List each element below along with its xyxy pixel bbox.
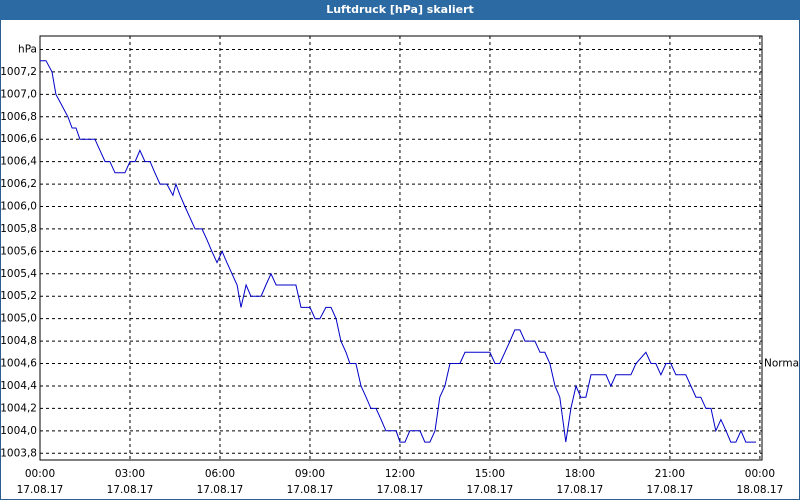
plot-area <box>40 36 762 460</box>
y-tick-label: 1005,4 <box>0 268 37 280</box>
x-tick-label-line: 17.08.17 <box>377 484 424 496</box>
y-tick-label: 1005,2 <box>0 290 37 302</box>
reference-label: Normal <box>764 358 800 370</box>
y-tick-label: 1007,2 <box>0 66 37 78</box>
y-tick-label: 1007,0 <box>0 88 37 100</box>
plot-border <box>39 35 763 461</box>
y-tick-label: 1004,2 <box>0 402 37 414</box>
y-tick-label: 1005,6 <box>0 245 37 257</box>
x-tick-label: 00:00 18.08.17 <box>737 468 784 496</box>
y-tick-label: 1006,8 <box>0 111 37 123</box>
x-tick-label-line: 00:00 <box>25 468 55 480</box>
x-tick-label-line: 18.08.17 <box>737 484 784 496</box>
x-tick-label-line: 15:00 <box>475 468 505 480</box>
x-tick-label-line: 17.08.17 <box>197 484 244 496</box>
x-tick-label: 06:00 17.08.17 <box>197 468 244 496</box>
y-tick-label: 1004,4 <box>0 380 37 392</box>
x-tick-label-line: 00:00 <box>745 468 775 480</box>
x-tick-label-line: 03:00 <box>115 468 145 480</box>
x-tick-label-line: 12:00 <box>385 468 415 480</box>
y-tick-label: 1004,0 <box>0 425 37 437</box>
x-tick-label-line: 06:00 <box>205 468 235 480</box>
x-tick-label: 09:00 17.08.17 <box>287 468 334 496</box>
x-tick-label-line: 17.08.17 <box>17 484 64 496</box>
x-tick-label: 03:00 17.08.17 <box>107 468 154 496</box>
x-tick-label-line: 18:00 <box>565 468 595 480</box>
y-tick-label: 1004,8 <box>0 335 37 347</box>
x-tick-label: 21:00 17.08.17 <box>647 468 694 496</box>
y-tick-label: 1006,0 <box>0 200 37 212</box>
x-tick-label: 15:00 17.08.17 <box>467 468 514 496</box>
x-tick-label-line: 17.08.17 <box>647 484 694 496</box>
x-tick-label: 18:00 17.08.17 <box>557 468 604 496</box>
y-tick-label: 1006,2 <box>0 178 37 190</box>
y-tick-label: 1004,6 <box>0 358 37 370</box>
data-line <box>40 60 756 443</box>
x-tick-label-line: 17.08.17 <box>557 484 604 496</box>
y-tick-label: 1006,4 <box>0 156 37 168</box>
x-tick-label-line: 17.08.17 <box>467 484 514 496</box>
y-tick-label: 1005,8 <box>0 223 37 235</box>
x-tick-label-line: 17.08.17 <box>287 484 334 496</box>
chart-title: Luftdruck [hPa] skaliert <box>326 3 474 16</box>
x-tick-label-line: 09:00 <box>295 468 325 480</box>
y-tick-label: hPa <box>18 43 37 55</box>
y-tick-label: 1005,0 <box>0 313 37 325</box>
x-tick-label-line: 17.08.17 <box>107 484 154 496</box>
x-tick-label: 12:00 17.08.17 <box>377 468 424 496</box>
y-tick-label: 1003,8 <box>0 447 37 459</box>
x-tick-label-line: 21:00 <box>655 468 685 480</box>
title-bar <box>0 0 800 20</box>
y-tick-label: 1006,6 <box>0 133 37 145</box>
x-tick-label: 00:00 17.08.17 <box>17 468 64 496</box>
